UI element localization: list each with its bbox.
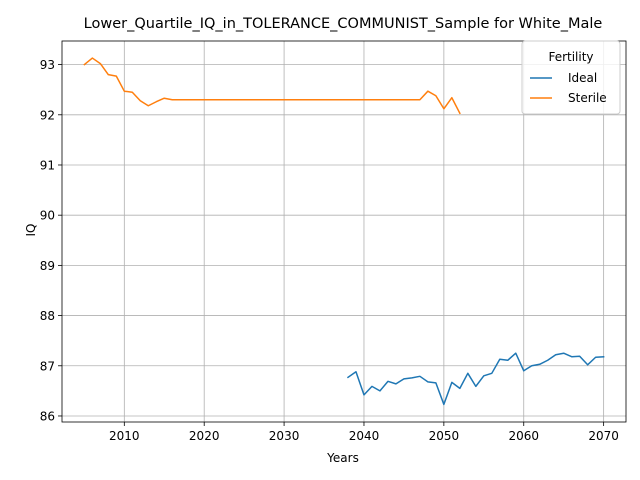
y-tick-label: 90 bbox=[40, 209, 55, 223]
series-line-ideal bbox=[346, 352, 605, 406]
x-tick-label: 2060 bbox=[508, 429, 539, 443]
legend-title: Fertility bbox=[548, 50, 593, 64]
y-tick-label: 88 bbox=[40, 309, 55, 323]
y-axis: 86 87 88 89 90 91 92 93 bbox=[40, 58, 62, 423]
x-tick-label: 2030 bbox=[269, 429, 300, 443]
y-tick-label: 87 bbox=[40, 359, 55, 373]
legend: Fertility Ideal Sterile bbox=[521, 40, 621, 115]
y-tick-label: 91 bbox=[40, 158, 55, 172]
y-axis-label: IQ bbox=[24, 224, 38, 237]
x-axis-label: Years bbox=[326, 451, 359, 465]
chart-title: Lower_Quartile_IQ_in_TOLERANCE_COMMUNIST… bbox=[84, 16, 603, 32]
y-tick-label: 86 bbox=[40, 409, 55, 423]
series-line-sterile bbox=[83, 57, 461, 115]
legend-box bbox=[521, 40, 621, 115]
x-tick-label: 2070 bbox=[588, 429, 619, 443]
x-tick-label: 2010 bbox=[109, 429, 140, 443]
plot-frame bbox=[61, 40, 627, 423]
x-tick-label: 2040 bbox=[349, 429, 380, 443]
legend-label-sterile: Sterile bbox=[568, 91, 607, 105]
y-tick-label: 93 bbox=[40, 58, 55, 72]
series-layer bbox=[83, 57, 605, 406]
x-tick-label: 2050 bbox=[429, 429, 460, 443]
x-axis: 2010 2020 2030 2040 2050 2060 2070 bbox=[109, 422, 619, 443]
y-tick-label: 89 bbox=[40, 259, 55, 273]
y-tick-label: 92 bbox=[40, 108, 55, 122]
legend-label-ideal: Ideal bbox=[568, 71, 597, 85]
x-tick-label: 2020 bbox=[189, 429, 220, 443]
grid bbox=[62, 41, 626, 422]
